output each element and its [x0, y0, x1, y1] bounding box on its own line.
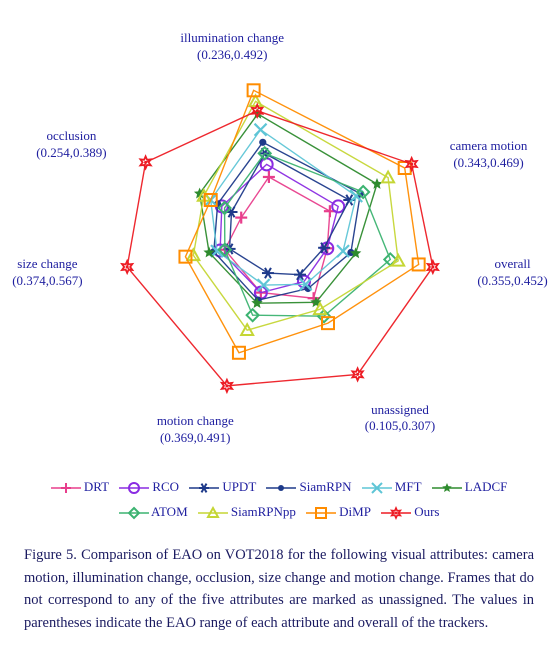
axis-label-occlusion: occlusion(0.254,0.389)	[16, 128, 126, 162]
radar-chart: camera motion(0.343,0.469)overall(0.355,…	[20, 20, 540, 465]
legend-label: DRT	[81, 479, 109, 494]
legend-label: MFT	[392, 479, 422, 494]
legend-label: LADCF	[462, 479, 508, 494]
legend-item-rco: RCO	[119, 475, 179, 500]
legend-item-ladcf: LADCF	[432, 475, 508, 500]
legend-label: RCO	[149, 479, 179, 494]
axis-label-camera_motion: camera motion(0.343,0.469)	[434, 138, 544, 172]
legend-item-dimp: DiMP	[306, 500, 371, 525]
axis-label-unassigned: unassigned(0.105,0.307)	[345, 402, 455, 436]
figure-caption: Figure 5. Comparison of EAO on VOT2018 f…	[24, 544, 534, 634]
legend: DRT RCO UPDT SiamRPN MFT LADCF ATOM Siam…	[29, 475, 529, 524]
legend-label: SiamRPN	[296, 479, 351, 494]
axis-label-overall: overall(0.355,0.452)	[458, 256, 558, 290]
caption-text: Comparison of EAO on VOT2018 for the fol…	[24, 547, 534, 630]
legend-item-ours: Ours	[381, 500, 440, 525]
legend-item-drt: DRT	[51, 475, 109, 500]
legend-label: SiamRPNpp	[228, 504, 296, 519]
legend-label: UPDT	[219, 479, 256, 494]
radar-svg	[20, 20, 540, 460]
caption-label: Figure 5.	[24, 547, 77, 563]
axis-label-illumination: illumination change(0.236,0.492)	[177, 30, 287, 64]
legend-item-atom: ATOM	[119, 500, 188, 525]
legend-item-siamrpnpp: SiamRPNpp	[198, 500, 296, 525]
axis-label-motion_change: motion change(0.369,0.491)	[140, 413, 250, 447]
legend-item-updt: UPDT	[189, 475, 256, 500]
legend-item-mft: MFT	[362, 475, 422, 500]
legend-label: ATOM	[149, 504, 188, 519]
legend-item-siamrpn: SiamRPN	[266, 475, 351, 500]
legend-label: Ours	[411, 504, 440, 519]
axis-label-size_change: size change(0.374,0.567)	[0, 256, 102, 290]
legend-label: DiMP	[336, 504, 371, 519]
